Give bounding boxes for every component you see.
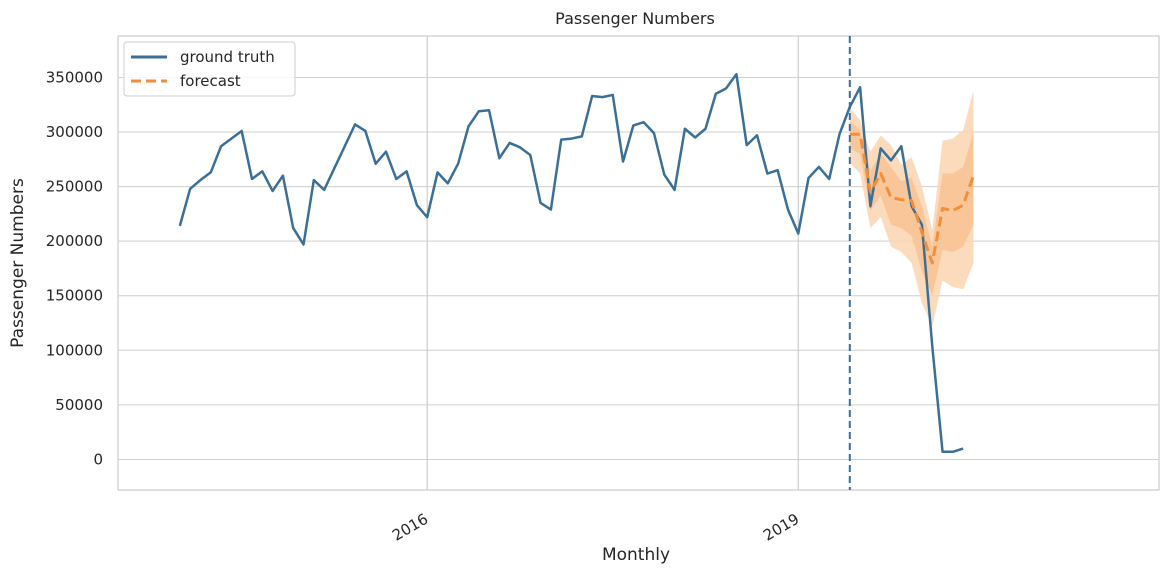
y-tick-labels: 0 50000 100000 150000 200000 250000 300000 3500… [46,68,103,468]
x-axis-title: Monthly [602,545,670,565]
y-tick-label: 300000 [46,123,103,141]
y-tick-label: 150000 [46,287,103,305]
x-gridlines [426,36,799,490]
chart-title: Passenger Numbers [555,9,715,28]
x-tick-label: 2016 [389,510,431,545]
y-tick-label: 0 [93,450,103,468]
y-tick-label: 200000 [46,232,103,250]
legend-label-ground-truth: ground truth [180,48,275,66]
legend: ground truth forecast [123,41,296,97]
y-gridlines [118,76,1159,460]
y-tick-label: 250000 [46,178,103,196]
x-tick-labels: 2016 2019 [389,510,802,545]
legend-label-forecast: forecast [180,72,241,90]
y-tick-label: 350000 [46,68,103,86]
series-lines [178,72,975,454]
y-tick-label: 50000 [55,396,103,414]
plot-area [117,35,1160,491]
x-tick-label: 2019 [760,510,802,545]
y-axis-title: Passenger Numbers [8,178,28,348]
ground-truth-line [178,72,964,454]
y-tick-label: 100000 [46,341,103,359]
forecast-line [849,132,975,265]
